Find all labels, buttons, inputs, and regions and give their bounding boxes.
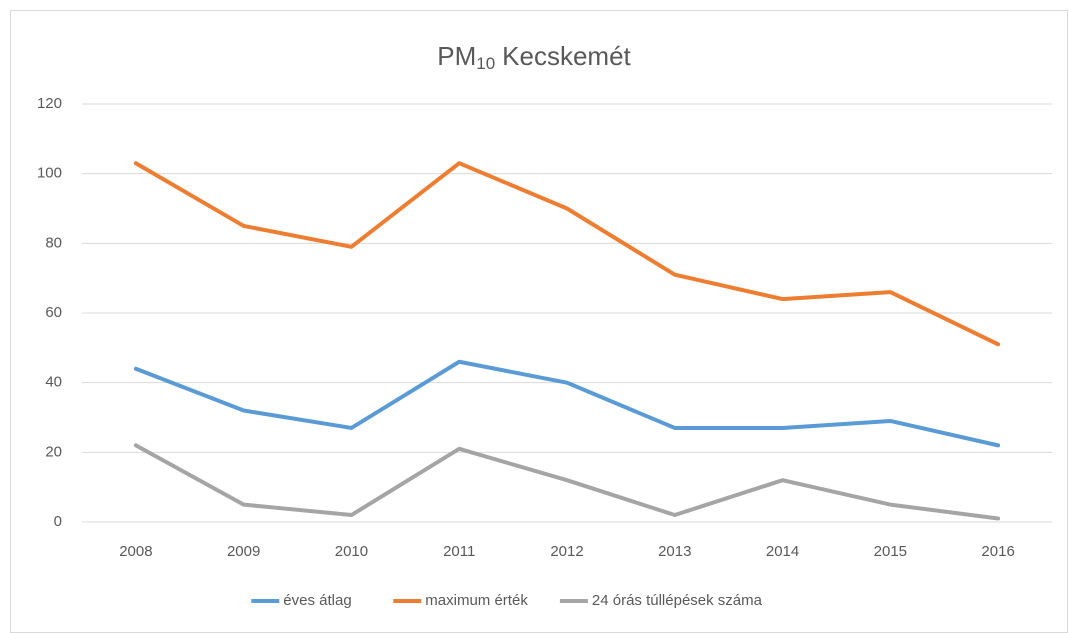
y-tick-label: 40 bbox=[45, 374, 62, 391]
x-tick-label: 2016 bbox=[981, 543, 1014, 560]
legend-label: éves átlag bbox=[283, 592, 351, 609]
title-rest: Kecskemét bbox=[502, 41, 631, 71]
y-tick-label: 0 bbox=[54, 513, 62, 530]
y-tick-label: 20 bbox=[45, 443, 62, 460]
x-tick-label: 2013 bbox=[658, 543, 691, 560]
title-main: PM bbox=[437, 41, 476, 71]
legend-label: 24 órás túllépések száma bbox=[592, 592, 763, 609]
legend-label: maximum érték bbox=[425, 592, 528, 609]
y-tick-label: 60 bbox=[45, 304, 62, 321]
x-tick-label: 2014 bbox=[766, 543, 799, 560]
data-line bbox=[133, 359, 1001, 448]
data-line bbox=[133, 161, 1001, 347]
y-tick-label: 120 bbox=[37, 95, 62, 112]
x-tick-label: 2009 bbox=[227, 543, 260, 560]
chart-frame bbox=[10, 10, 1068, 633]
data-line bbox=[133, 443, 1001, 521]
x-tick-label: 2010 bbox=[335, 543, 368, 560]
title-subscript: 10 bbox=[476, 54, 495, 73]
y-tick-label: 80 bbox=[45, 234, 62, 251]
x-tick-label: 2011 bbox=[443, 543, 475, 560]
x-tick-label: 2012 bbox=[550, 543, 583, 560]
y-tick-label: 100 bbox=[37, 165, 62, 182]
x-tick-label: 2015 bbox=[874, 543, 907, 560]
x-tick-label: 2008 bbox=[119, 543, 152, 560]
chart-title: PM10 Kecskemét bbox=[437, 41, 631, 74]
